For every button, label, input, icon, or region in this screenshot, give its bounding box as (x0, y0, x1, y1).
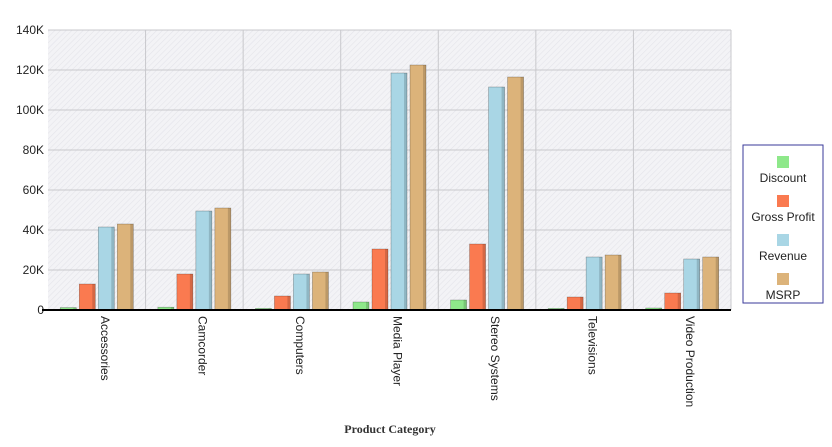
bar-shade (520, 77, 524, 310)
bar-shade (599, 257, 603, 310)
legend-label: Gross Profit (751, 210, 815, 224)
y-tick-label: 80K (23, 143, 44, 157)
bar-shade (423, 65, 426, 310)
y-tick-label: 140K (16, 23, 44, 37)
x-axis-title: Product Category (344, 422, 435, 436)
bar-shade (306, 274, 310, 310)
legend-swatch (777, 234, 789, 246)
legend-label: Discount (760, 171, 807, 185)
bar-shade (208, 211, 212, 310)
x-tick-label: Media Player (391, 316, 405, 386)
x-tick-label: Camcorder (195, 316, 209, 375)
bar-shade (92, 284, 96, 310)
bar-shade (501, 87, 505, 310)
bar-shade (287, 296, 291, 310)
grid-lines (48, 29, 732, 310)
bar-shade (463, 300, 467, 310)
bar-shade (696, 259, 700, 310)
y-tick-label: 40K (23, 223, 44, 237)
x-tick-label: Stereo Systems (488, 316, 502, 401)
bar-shade (189, 274, 193, 310)
legend: Discount Gross Profit Revenue MSRP (742, 144, 824, 304)
axes: 0 20K 40K 60K 80K 100K 120K 140K Accessories Camc… (16, 23, 731, 407)
bar-shade (170, 307, 174, 310)
bar-shade (130, 224, 134, 310)
legend-swatch (777, 195, 789, 207)
bar-shade (366, 302, 369, 310)
y-tick-label: 60K (23, 183, 44, 197)
bar-shade (227, 208, 231, 310)
bar-shade (404, 73, 407, 310)
legend-label: Revenue (759, 249, 807, 263)
bar-shade (482, 244, 486, 310)
legend-swatch (777, 273, 789, 285)
bar-shade (618, 255, 622, 310)
bar-shade (580, 297, 584, 310)
legend-label: MSRP (766, 288, 801, 302)
bars (59, 64, 720, 311)
bar-shade (715, 257, 719, 310)
y-tick-label: 120K (16, 63, 44, 77)
bar-shade (111, 227, 115, 310)
y-tick-label: 0 (37, 303, 44, 317)
x-tick-label: Computers (293, 316, 307, 375)
y-tick-label: 100K (16, 103, 44, 117)
x-tick-label: Televisions (586, 316, 600, 375)
x-tick-label: Video Production (683, 316, 697, 407)
y-tick-label: 20K (23, 263, 44, 277)
x-tick-label: Accessories (98, 316, 112, 381)
plot-background (48, 30, 731, 310)
bar-shade (677, 293, 681, 310)
legend-swatch (777, 156, 789, 168)
bar-shade (73, 307, 77, 310)
bar-shade (325, 272, 329, 310)
bar-shade (385, 249, 388, 310)
